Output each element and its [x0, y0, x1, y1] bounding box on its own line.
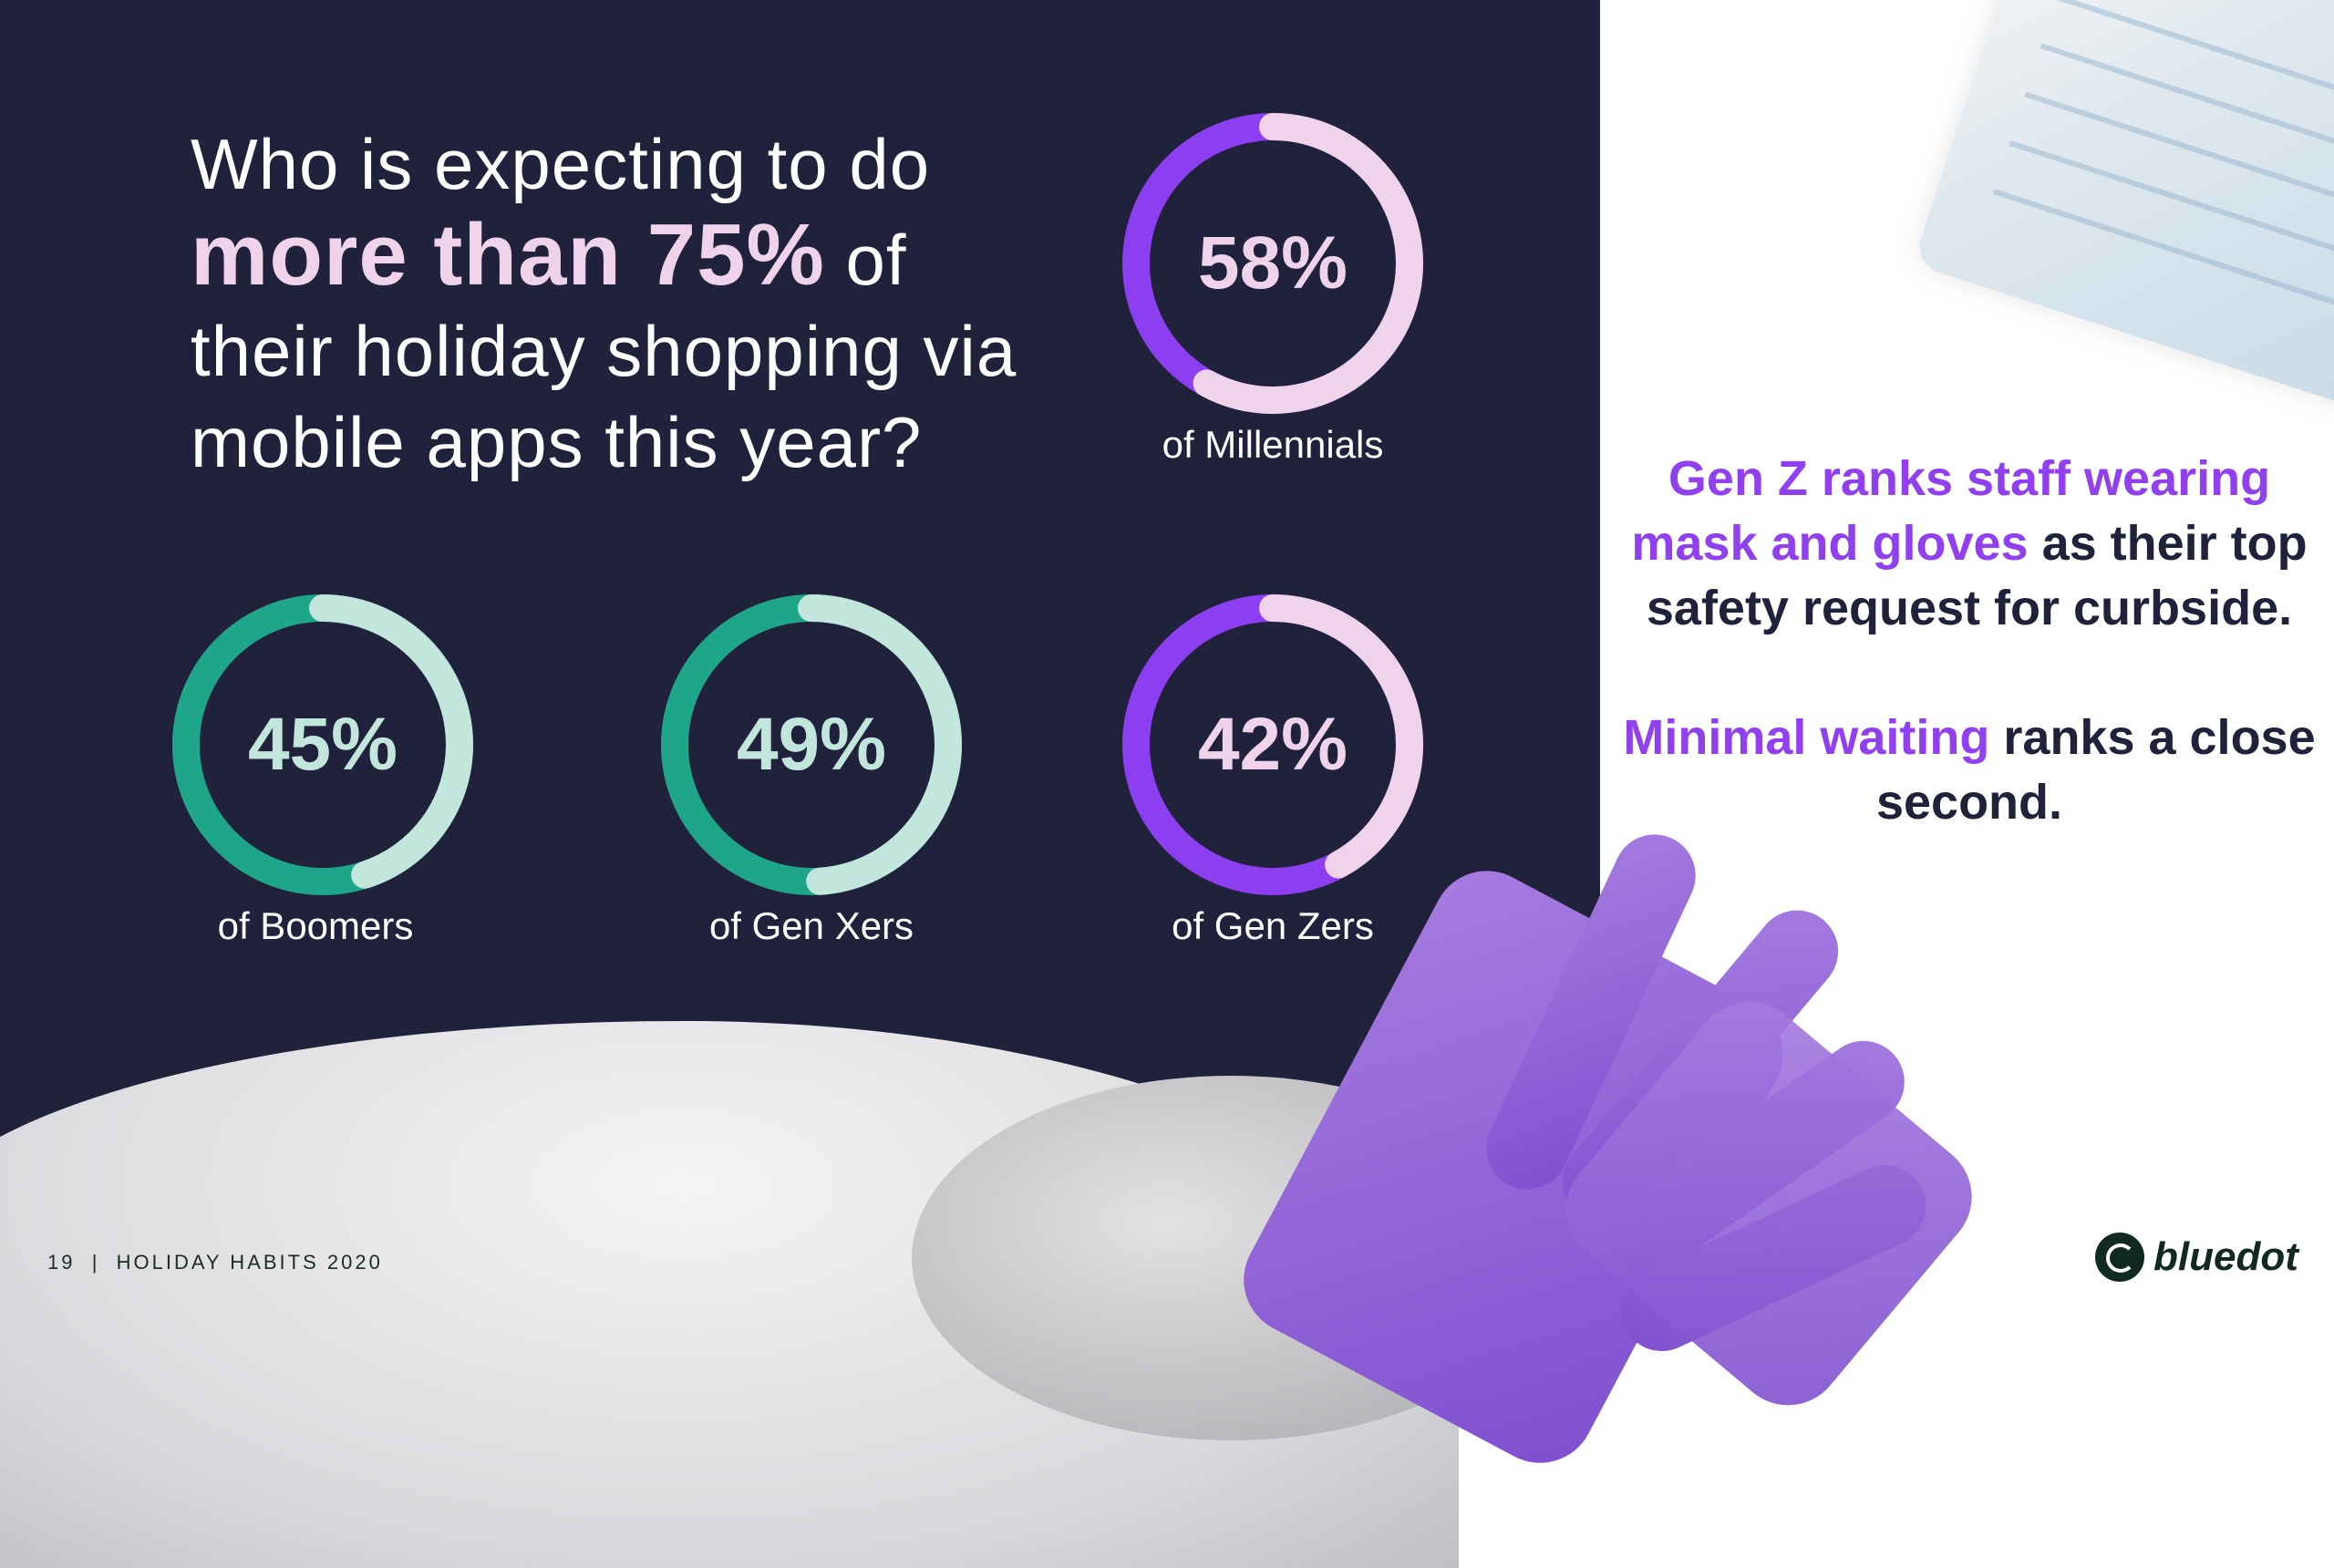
headline-of: of [824, 220, 907, 300]
donut-gen-z: 42% [1118, 590, 1428, 900]
callout-paragraph-1: Gen Z ranks staff wearing mask and glove… [1623, 447, 2316, 641]
headline-line-1: Who is expecting to do [191, 124, 931, 204]
callout-text-2: ranks a close second. [1875, 710, 2316, 830]
callout-highlight-2: Minimal waiting [1623, 710, 1990, 765]
headline-highlight: more than 75% [191, 206, 825, 304]
callout-highlight-1: Gen Z ranks staff wearing mask and glove… [1631, 451, 2271, 571]
donut-caption: of Millennials [1162, 423, 1384, 466]
callout-paragraph-2: Minimal waiting ranks a close second. [1623, 706, 2316, 835]
donut-percent-label: 49% [736, 703, 887, 786]
logo-text: bluedot [2153, 1234, 2298, 1279]
donut-boomers: 45% [168, 590, 478, 900]
donut-caption: of Gen Xers [708, 904, 914, 947]
donut-millennials: 58% [1118, 108, 1428, 418]
donut-gen-x: 49% [656, 590, 966, 900]
donut-percent-label: 58% [1197, 222, 1348, 304]
donut-value-arc [172, 594, 473, 895]
donut-caption: of Gen Zers [1172, 904, 1374, 947]
donut-percent-label: 42% [1197, 703, 1348, 786]
donut-value-arc [1122, 594, 1423, 895]
headline: Who is expecting to do more than 75% of … [191, 119, 1017, 488]
headline-line-3: their holiday shopping via [191, 311, 1017, 391]
bluedot-logo: bluedot [2095, 1233, 2298, 1282]
gen-z-callout: Gen Z ranks staff wearing mask and glove… [1623, 447, 2316, 835]
donut-value-arc [661, 594, 962, 895]
bluedot-logo-icon [2095, 1233, 2144, 1282]
donut-value-arc [1122, 113, 1423, 414]
headline-line-4: mobile apps this year? [191, 402, 923, 482]
page-footer: 19 | HOLIDAY HABITS 2020 [47, 1251, 383, 1274]
headline-line-2: more than 75% of [191, 210, 1017, 305]
callout-text-1: as their top safety request for curbside… [1646, 516, 2308, 635]
face-mask-image [1912, 0, 2334, 411]
donut-caption: of Boomers [217, 904, 414, 947]
donut-percent-label: 45% [247, 703, 398, 786]
